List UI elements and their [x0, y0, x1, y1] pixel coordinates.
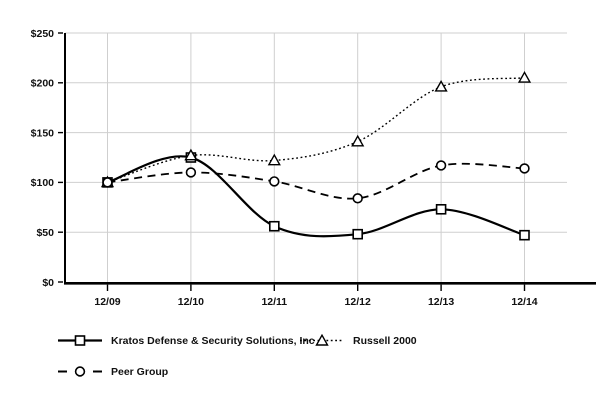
data-point-square: [352, 228, 364, 240]
x-axis-tick-label: 12/09: [94, 296, 120, 308]
y-axis-tick-label: $200: [31, 78, 55, 90]
y-axis-tick-label: $50: [36, 227, 54, 239]
legend-label-peer: Peer Group: [111, 365, 169, 378]
plot-area: $0 $50 $100 $150 $200 $250 12/09 12/10 12/11 12/1…: [31, 28, 596, 308]
data-point-triangle: [517, 70, 532, 83]
data-point-circle: [352, 193, 363, 204]
legend-item-russell: Russell 2000: [300, 334, 417, 347]
data-point-triangle: [351, 134, 365, 147]
series-line-triangle: [107, 77, 525, 184]
series-line-circle: [107, 162, 525, 200]
data-point-circle: [269, 176, 280, 187]
data-point-circle: [519, 163, 530, 174]
data-point-triangle: [434, 79, 448, 92]
x-axis-tick-label: 12/14: [511, 296, 537, 308]
data-point-square: [435, 203, 447, 215]
legend-item-kratos: Kratos Defense & Security Solutions, Inc: [58, 334, 315, 347]
legend-label-russell: Russell 2000: [353, 334, 417, 347]
y-axis-tick-label: $150: [31, 127, 55, 139]
legend-item-peer: Peer Group: [58, 365, 168, 378]
chart-legend: Kratos Defense & Security Solutions, Inc…: [0, 328, 600, 392]
x-axis-tick-label: 12/12: [345, 296, 371, 308]
x-axis-tick-label: 12/11: [261, 296, 287, 308]
dotted-line-triangle-marker-icon: [300, 334, 344, 346]
data-point-circle: [102, 177, 113, 188]
solid-line-square-marker-icon: [58, 335, 102, 346]
data-point-triangle: [267, 153, 281, 166]
dashed-line-circle-marker-icon: [58, 366, 102, 377]
data-point-circle: [435, 160, 447, 171]
data-point-square: [268, 220, 280, 232]
data-point-circle: [185, 167, 197, 178]
legend-label-kratos: Kratos Defense & Security Solutions, Inc: [111, 334, 315, 347]
y-axis-tick-label: $0: [42, 277, 54, 289]
x-axis-tick-label: 12/10: [178, 296, 204, 308]
x-axis-tick-label: 12/13: [428, 296, 454, 308]
data-point-square: [519, 229, 530, 241]
series-line-square: [107, 155, 525, 238]
data-point-triangle: [184, 148, 198, 161]
y-axis-tick-label: $250: [31, 28, 55, 40]
y-axis-tick-label: $100: [31, 177, 55, 189]
